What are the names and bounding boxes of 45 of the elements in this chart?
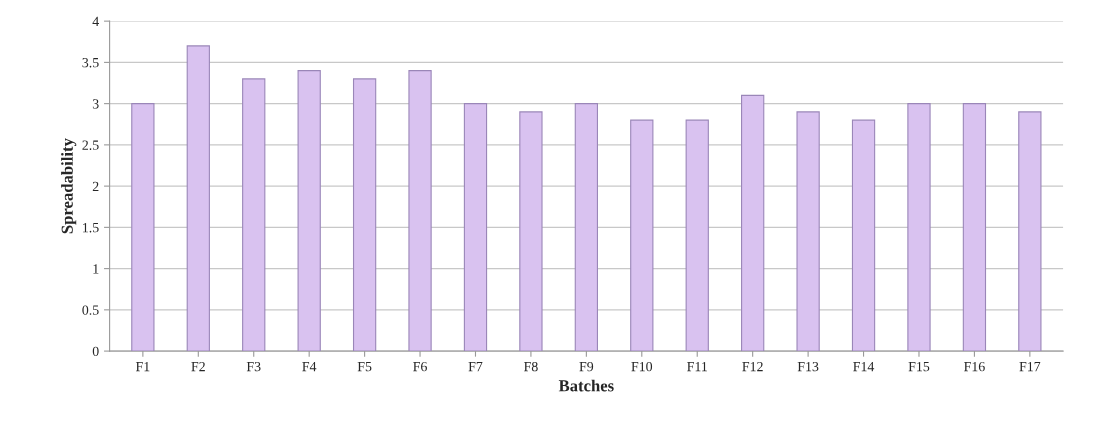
y-tick-label: 4 (92, 16, 99, 26)
x-tick-label: F14 (853, 361, 875, 372)
x-tick-label: F8 (523, 361, 538, 372)
bar (685, 119, 709, 352)
x-tick-label: F4 (302, 362, 317, 372)
y-tick-label: 2.5 (82, 140, 99, 150)
x-tick-label: F16 (964, 361, 985, 372)
x-tick-label: F1 (135, 361, 150, 372)
bar (352, 78, 377, 352)
y-tick-label: 0.5 (82, 305, 99, 315)
x-tick-label: F10 (631, 361, 653, 372)
x-tick-label: F5 (357, 362, 372, 372)
y-axis-title: Spreadability (61, 138, 77, 234)
x-tick-label: F13 (797, 361, 819, 372)
x-tick-label: F7 (468, 362, 483, 372)
bar (463, 103, 488, 352)
x-tick-label: F12 (742, 361, 763, 372)
x-axis-title: Batches (558, 379, 614, 392)
bar (796, 111, 820, 352)
x-tick-label: F11 (687, 361, 707, 372)
bar (297, 70, 321, 352)
bar (741, 94, 765, 352)
x-tick-label: F9 (579, 361, 594, 372)
y-tick-label: 1.5 (83, 223, 99, 233)
y-tick-label: 1 (93, 264, 99, 274)
bar (851, 119, 876, 352)
y-tick-label: 2 (92, 181, 99, 191)
bar (962, 103, 987, 352)
x-tick-label: F15 (908, 361, 930, 372)
bar (574, 103, 599, 352)
bar (242, 78, 266, 352)
bar (519, 111, 543, 352)
y-tick-label: 0 (92, 346, 99, 357)
x-tick-label: F6 (413, 361, 427, 372)
x-tick-label: F2 (191, 361, 205, 372)
bar (907, 103, 931, 352)
bar (1018, 111, 1042, 352)
bar (131, 103, 155, 352)
bar (186, 45, 210, 352)
x-tick-label: F17 (1019, 361, 1041, 372)
x-tick-label: F3 (246, 361, 261, 372)
bar (630, 119, 654, 352)
y-tick-label: 3 (92, 99, 99, 109)
y-tick-label: 3.5 (82, 58, 99, 68)
bar (408, 70, 432, 352)
